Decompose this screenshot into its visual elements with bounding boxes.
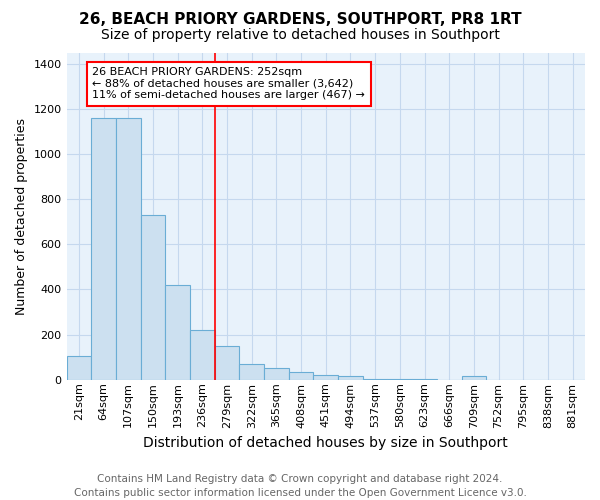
Text: Contains HM Land Registry data © Crown copyright and database right 2024.
Contai: Contains HM Land Registry data © Crown c… xyxy=(74,474,526,498)
Y-axis label: Number of detached properties: Number of detached properties xyxy=(15,118,28,314)
Bar xyxy=(461,376,486,380)
Bar xyxy=(190,330,215,380)
X-axis label: Distribution of detached houses by size in Southport: Distribution of detached houses by size … xyxy=(143,436,508,450)
Bar xyxy=(239,364,264,380)
Bar xyxy=(215,346,239,380)
Bar xyxy=(264,368,289,380)
Text: 26, BEACH PRIORY GARDENS, SOUTHPORT, PR8 1RT: 26, BEACH PRIORY GARDENS, SOUTHPORT, PR8… xyxy=(79,12,521,28)
Bar xyxy=(165,285,190,380)
Bar xyxy=(116,118,140,380)
Text: Size of property relative to detached houses in Southport: Size of property relative to detached ho… xyxy=(101,28,499,42)
Bar xyxy=(338,376,363,380)
Bar xyxy=(412,378,437,380)
Bar xyxy=(140,215,165,380)
Bar xyxy=(289,372,313,380)
Text: 26 BEACH PRIORY GARDENS: 252sqm
← 88% of detached houses are smaller (3,642)
11%: 26 BEACH PRIORY GARDENS: 252sqm ← 88% of… xyxy=(92,67,365,100)
Bar xyxy=(388,378,412,380)
Bar xyxy=(67,356,91,380)
Bar xyxy=(363,378,388,380)
Bar xyxy=(313,375,338,380)
Bar xyxy=(91,118,116,380)
